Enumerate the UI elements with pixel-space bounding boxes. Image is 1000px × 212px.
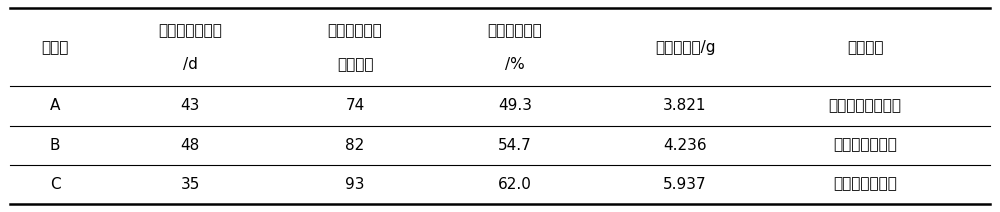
Text: /d: /d — [183, 57, 197, 72]
Text: 原球茎出现时间: 原球茎出现时间 — [158, 23, 222, 38]
Text: 62.0: 62.0 — [498, 177, 532, 191]
Text: 黄绿色，生长良好: 黄绿色，生长良好 — [828, 99, 902, 113]
Text: 48: 48 — [180, 138, 200, 152]
Text: 4.236: 4.236 — [663, 138, 707, 152]
Text: 43: 43 — [180, 99, 200, 113]
Text: 绿色，生长良好: 绿色，生长良好 — [833, 138, 897, 152]
Text: 诱导出原球茎: 诱导出原球茎 — [328, 23, 382, 38]
Text: 54.7: 54.7 — [498, 138, 532, 152]
Text: 生长情况: 生长情况 — [847, 40, 883, 55]
Text: /%: /% — [505, 57, 525, 72]
Text: 原球茎诱导率: 原球茎诱导率 — [488, 23, 542, 38]
Text: 82: 82 — [345, 138, 365, 152]
Text: 74: 74 — [345, 99, 365, 113]
Text: C: C — [50, 177, 60, 191]
Text: 的茎段数: 的茎段数 — [337, 57, 373, 72]
Text: 切割法: 切割法 — [41, 40, 69, 55]
Text: B: B — [50, 138, 60, 152]
Text: 5.937: 5.937 — [663, 177, 707, 191]
Text: 93: 93 — [345, 177, 365, 191]
Text: 49.3: 49.3 — [498, 99, 532, 113]
Text: 35: 35 — [180, 177, 200, 191]
Text: 原球茎重量/g: 原球茎重量/g — [655, 40, 715, 55]
Text: 绿色，生长良好: 绿色，生长良好 — [833, 177, 897, 191]
Text: 3.821: 3.821 — [663, 99, 707, 113]
Text: A: A — [50, 99, 60, 113]
